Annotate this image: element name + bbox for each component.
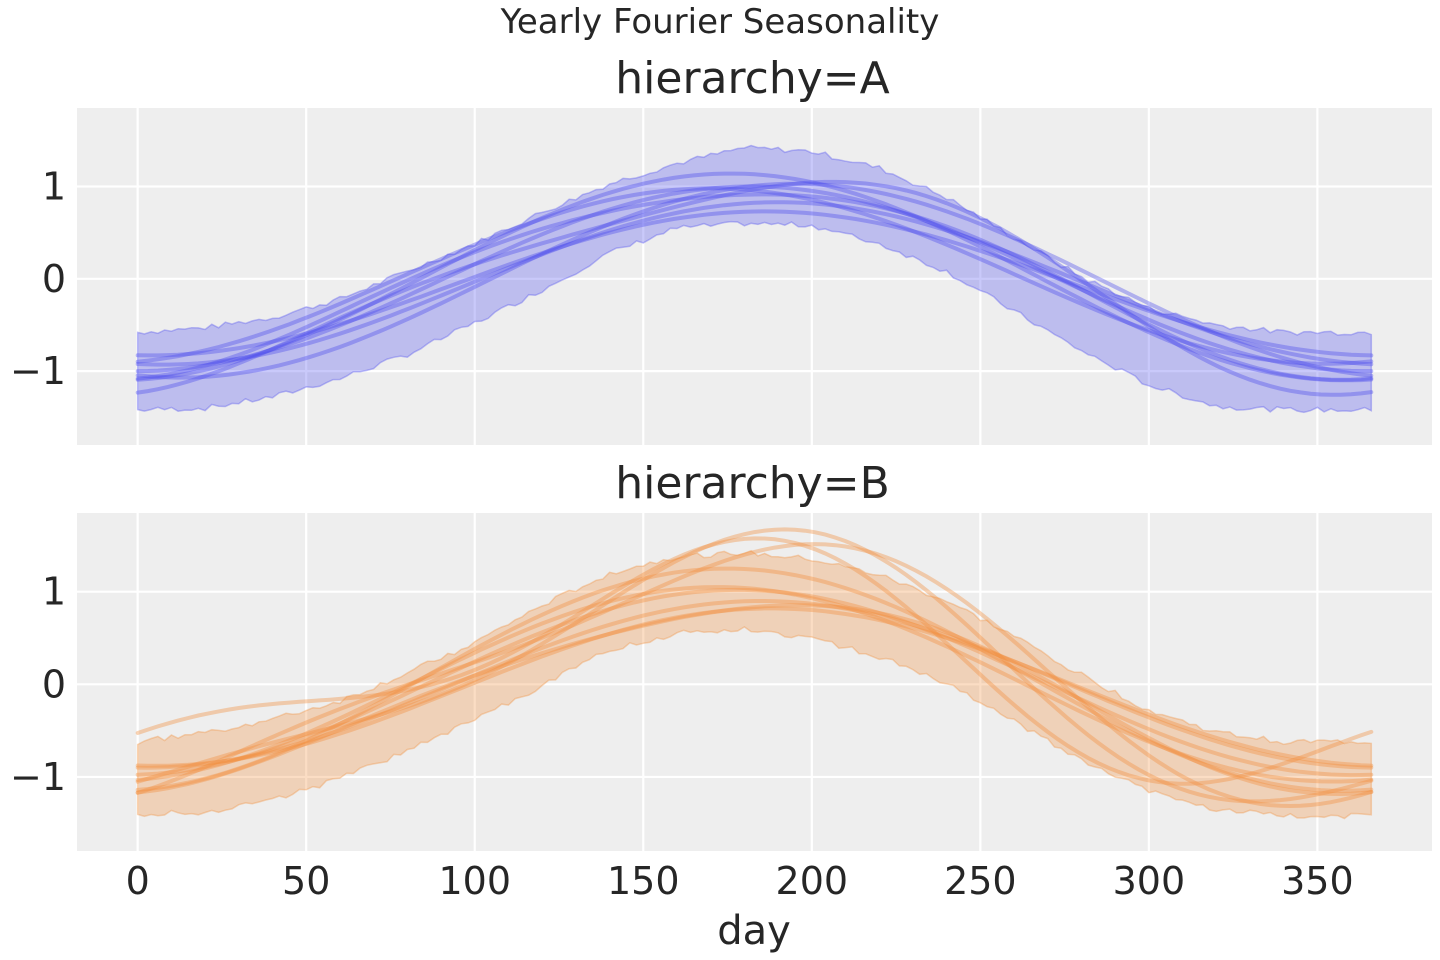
x-tick-label: 350: [1281, 859, 1354, 903]
hdi-band: [136, 144, 1373, 414]
posterior-sample-line-2: [135, 171, 1374, 383]
posterior-sample-line-6: [135, 542, 1374, 809]
posterior-sample-line-7: [135, 536, 1374, 786]
posterior-sample-line-4: [135, 186, 1374, 366]
x-tick-label: 100: [438, 859, 511, 903]
panel-title: hierarchy=A: [615, 53, 889, 104]
posterior-sample-line-5: [135, 181, 1374, 380]
y-tick-label: −1: [10, 349, 66, 393]
x-tick-label: 50: [282, 859, 330, 903]
x-tick-label: 0: [126, 859, 150, 903]
x-tick-label: 300: [1113, 859, 1186, 903]
y-tick-label: 0: [42, 662, 66, 706]
posterior-sample-line-6: [135, 209, 1374, 358]
posterior-sample-line-3: [135, 200, 1374, 367]
x-tick-label: 200: [776, 859, 849, 903]
plot-area: [77, 108, 1432, 445]
posterior-sample-line-2: [135, 587, 1374, 778]
posterior-sample-line-1: [135, 599, 1374, 770]
panel-hierarchy-b: 0 50 100 150 200 250 300 350 −1 0 1 hierarchy=B: [10, 458, 1432, 903]
posterior-sample-line-3: [135, 566, 1374, 793]
posterior-sample-line-1: [135, 184, 1374, 374]
x-axis-label: day: [717, 908, 791, 954]
y-tick-label: 1: [42, 164, 66, 208]
x-tick-label: 150: [607, 859, 680, 903]
y-tick-label: 1: [42, 570, 66, 614]
plot-area: [77, 513, 1432, 851]
posterior-sample-line-9: [135, 603, 1374, 797]
y-tick-label: 0: [42, 257, 66, 301]
panel-hierarchy-a: −1 0 1 hierarchy=A: [10, 53, 1432, 445]
posterior-sample-line-7: [135, 179, 1374, 397]
posterior-sample-line-5: [135, 585, 1374, 784]
posterior-sample-line-8: [135, 192, 1374, 382]
posterior-sample-line-8: [135, 527, 1374, 804]
y-tick-label: −1: [10, 755, 66, 799]
x-tick-label: 250: [944, 859, 1017, 903]
posterior-sample-line-4: [135, 606, 1374, 768]
panel-title: hierarchy=B: [615, 458, 890, 509]
figure-suptitle: Yearly Fourier Seasonality: [500, 2, 940, 42]
hdi-band: [136, 549, 1373, 820]
